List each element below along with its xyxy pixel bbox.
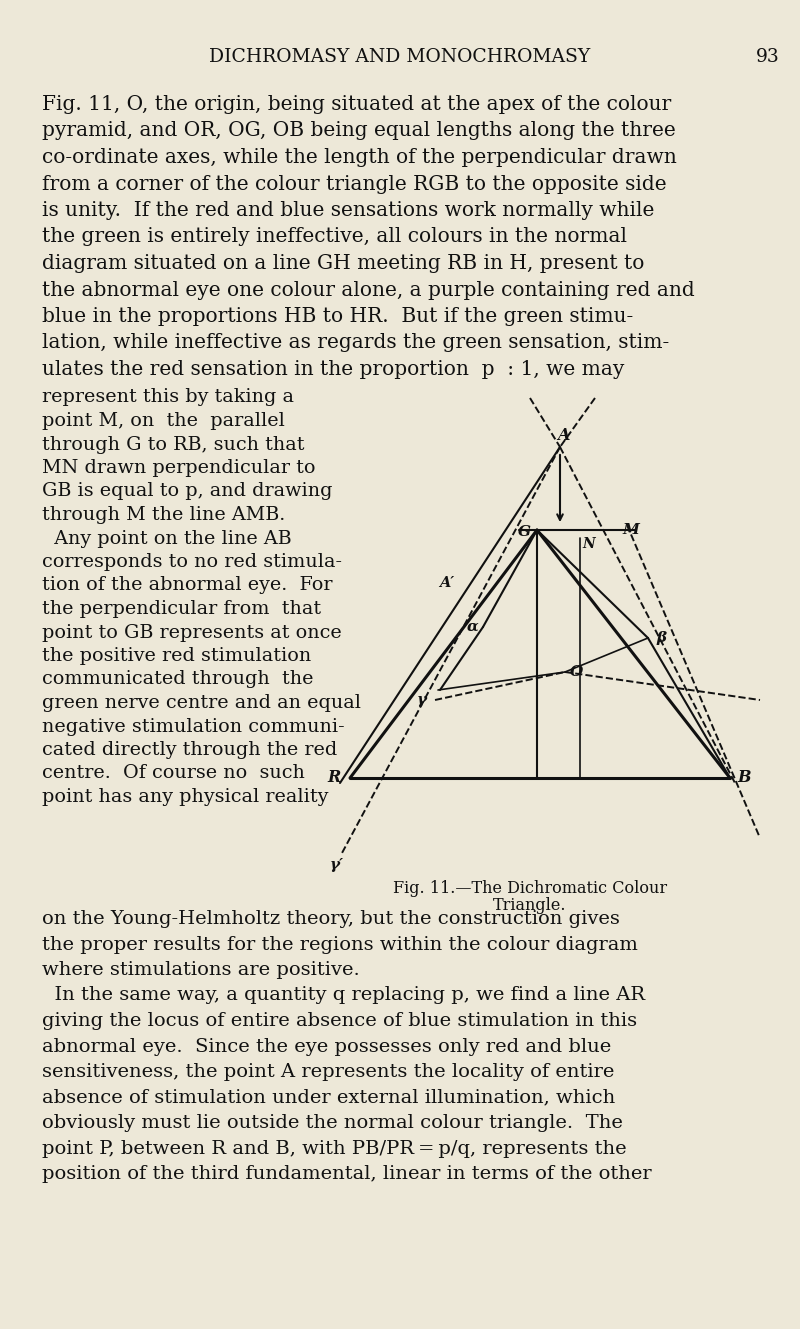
- Text: Any point on the line AB: Any point on the line AB: [42, 529, 292, 548]
- Text: DICHROMASY AND MONOCHROMASY: DICHROMASY AND MONOCHROMASY: [210, 48, 590, 66]
- Text: is unity.  If the red and blue sensations work normally while: is unity. If the red and blue sensations…: [42, 201, 654, 221]
- Text: the proper results for the regions within the colour diagram: the proper results for the regions withi…: [42, 936, 638, 953]
- Text: abnormal eye.  Since the eye possesses only red and blue: abnormal eye. Since the eye possesses on…: [42, 1038, 611, 1055]
- Text: the perpendicular from  that: the perpendicular from that: [42, 599, 321, 618]
- Text: blue in the proportions HB to HR.  But if the green stimu-: blue in the proportions HB to HR. But if…: [42, 307, 634, 326]
- Text: MN drawn perpendicular to: MN drawn perpendicular to: [42, 459, 315, 477]
- Text: through M the line AMB.: through M the line AMB.: [42, 506, 286, 524]
- Text: absence of stimulation under external illumination, which: absence of stimulation under external il…: [42, 1088, 615, 1107]
- Text: the green is entirely ineffective, all colours in the normal: the green is entirely ineffective, all c…: [42, 227, 627, 246]
- Text: obviously must lie outside the normal colour triangle.  The: obviously must lie outside the normal co…: [42, 1114, 623, 1132]
- Text: point M, on  the  parallel: point M, on the parallel: [42, 412, 285, 431]
- Text: point P, between R and B, with PB/PR = p/q, represents the: point P, between R and B, with PB/PR = p…: [42, 1139, 626, 1158]
- Text: centre.  Of course no  such: centre. Of course no such: [42, 764, 305, 783]
- Text: M: M: [622, 524, 639, 537]
- Text: lation, while ineffective as regards the green sensation, stim-: lation, while ineffective as regards the…: [42, 334, 670, 352]
- Text: co-ordinate axes, while the length of the perpendicular drawn: co-ordinate axes, while the length of th…: [42, 148, 677, 167]
- Text: γ: γ: [417, 692, 427, 707]
- Text: position of the third fundamental, linear in terms of the other: position of the third fundamental, linea…: [42, 1166, 652, 1183]
- Text: B: B: [738, 769, 750, 787]
- Text: ulates the red sensation in the proportion  p  : 1, we may: ulates the red sensation in the proporti…: [42, 360, 624, 379]
- Text: β: β: [657, 631, 667, 645]
- Text: Fig. 11.—The Dichromatic Colour: Fig. 11.—The Dichromatic Colour: [393, 880, 667, 897]
- Text: through G to RB, such that: through G to RB, such that: [42, 436, 305, 453]
- Text: A′: A′: [439, 575, 454, 590]
- Text: green nerve centre and an equal: green nerve centre and an equal: [42, 694, 361, 712]
- Text: α: α: [467, 621, 479, 634]
- Text: giving the locus of entire absence of blue stimulation in this: giving the locus of entire absence of bl…: [42, 1011, 637, 1030]
- Text: on the Young-Helmholtz theory, but the construction gives: on the Young-Helmholtz theory, but the c…: [42, 910, 620, 928]
- Text: GB is equal to p, and drawing: GB is equal to p, and drawing: [42, 482, 333, 501]
- Text: G: G: [518, 525, 530, 540]
- Text: cated directly through the red: cated directly through the red: [42, 742, 338, 759]
- Text: Fig. 11, O, the origin, being situated at the apex of the colour: Fig. 11, O, the origin, being situated a…: [42, 94, 671, 114]
- Text: point to GB represents at once: point to GB represents at once: [42, 623, 342, 642]
- Text: sensitiveness, the point A represents the locality of entire: sensitiveness, the point A represents th…: [42, 1063, 614, 1080]
- Text: 93: 93: [756, 48, 780, 66]
- Text: the positive red stimulation: the positive red stimulation: [42, 647, 311, 664]
- Text: In the same way, a quantity q replacing p, we find a line AR: In the same way, a quantity q replacing …: [42, 986, 645, 1005]
- Text: Triangle.: Triangle.: [494, 897, 566, 914]
- Text: communicated through  the: communicated through the: [42, 671, 314, 688]
- Text: γ′: γ′: [330, 859, 344, 872]
- Text: negative stimulation communi-: negative stimulation communi-: [42, 718, 345, 735]
- Text: where stimulations are positive.: where stimulations are positive.: [42, 961, 360, 979]
- Text: A: A: [557, 427, 569, 444]
- Text: point has any physical reality: point has any physical reality: [42, 788, 328, 805]
- Text: R: R: [327, 769, 341, 787]
- Text: represent this by taking a: represent this by taking a: [42, 388, 294, 407]
- Text: pyramid, and OR, OG, OB being equal lengths along the three: pyramid, and OR, OG, OB being equal leng…: [42, 121, 676, 141]
- Text: from a corner of the colour triangle RGB to the opposite side: from a corner of the colour triangle RGB…: [42, 174, 666, 194]
- Text: tion of the abnormal eye.  For: tion of the abnormal eye. For: [42, 577, 333, 594]
- Text: N: N: [582, 537, 595, 552]
- Text: diagram situated on a line GH meeting RB in H, present to: diagram situated on a line GH meeting RB…: [42, 254, 644, 272]
- Text: corresponds to no red stimula-: corresponds to no red stimula-: [42, 553, 342, 571]
- Text: the abnormal eye one colour alone, a purple containing red and: the abnormal eye one colour alone, a pur…: [42, 280, 694, 299]
- Text: O: O: [570, 664, 584, 679]
